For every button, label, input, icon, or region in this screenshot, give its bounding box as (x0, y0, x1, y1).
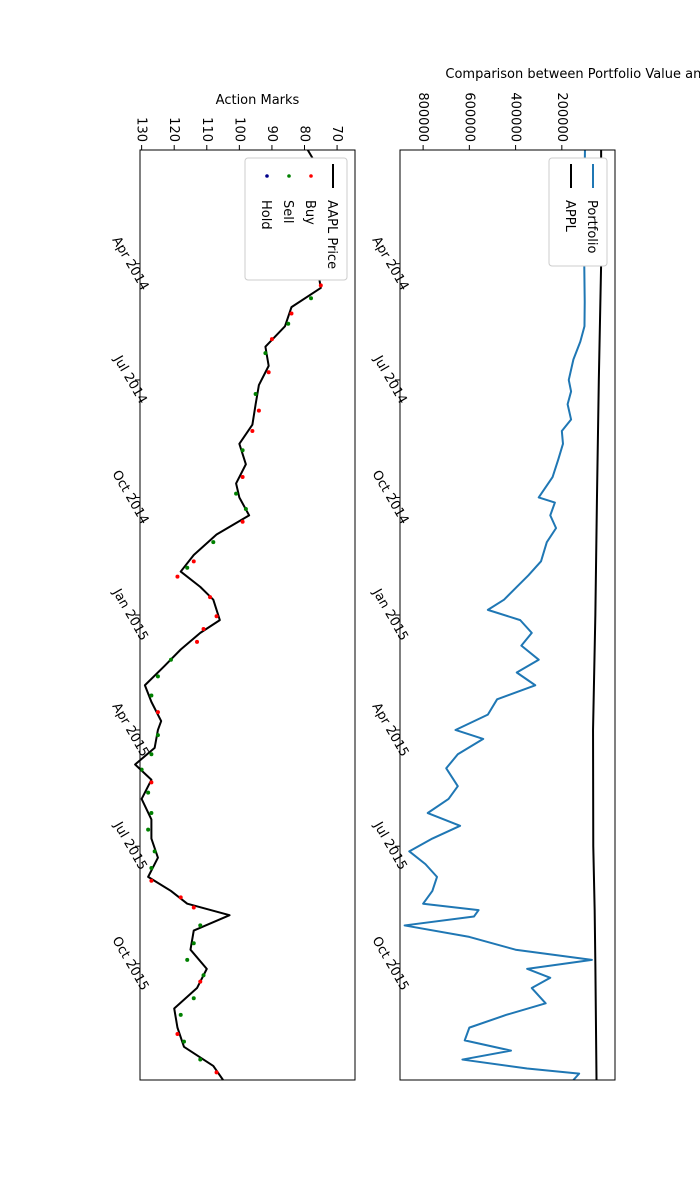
buy-marker (149, 780, 154, 785)
x-tick-label: Jul 2014 (110, 352, 150, 406)
y-tick-label: 400000 (508, 92, 523, 142)
buy-marker (266, 370, 271, 375)
y-tick-label: 800000 (415, 92, 430, 142)
buy-marker (175, 574, 180, 579)
y-tick-label: 90 (264, 125, 279, 142)
axes-frame (139, 149, 356, 1081)
buy-marker (214, 614, 219, 619)
legend-label-appl: APPL (562, 200, 577, 233)
buy-marker (214, 1070, 219, 1075)
sell-marker (198, 1057, 203, 1062)
buy-markers (149, 210, 323, 1075)
sell-marker (211, 540, 216, 545)
x-tick-label: Oct 2014 (369, 468, 412, 527)
appl-line (592, 150, 603, 1081)
sell-marker (152, 849, 157, 854)
buy-marker (269, 337, 274, 342)
x-tick-label: Apr 2014 (109, 234, 152, 293)
legend-label-buy: Buy (302, 200, 317, 225)
sell-marker (243, 506, 248, 511)
sell-marker (149, 865, 154, 870)
sell-marker (149, 752, 154, 757)
y-tick-label: 80 (297, 125, 312, 142)
sell-marker (201, 973, 206, 978)
x-tick-label: Oct 2015 (109, 934, 152, 993)
sell-marker (149, 693, 154, 698)
sell-marker (139, 767, 144, 772)
sell-marker (234, 491, 239, 496)
sell-marker (178, 1012, 183, 1017)
sell-marker (191, 996, 196, 1001)
buy-marker (175, 1032, 180, 1037)
buy-marker (256, 408, 261, 413)
buy-marker (240, 519, 245, 524)
x-tick-label: Jul 2015 (370, 819, 410, 873)
x-tick-label: Jul 2015 (110, 819, 150, 873)
sell-marker (309, 296, 314, 301)
x-tick-label: Jan 2015 (109, 586, 151, 644)
buy-marker (240, 475, 245, 480)
legend-label-hold: Hold (258, 200, 273, 230)
axes-frame (399, 149, 616, 1081)
sell-marker (253, 392, 258, 396)
buy-marker (250, 429, 255, 434)
legend-swatch-sell (287, 174, 291, 178)
sell-marker (185, 565, 190, 570)
y-tick-label: 110 (199, 117, 214, 142)
legend-swatch-buy (309, 174, 313, 178)
buy-marker (191, 559, 196, 564)
sell-marker (286, 321, 291, 326)
chart-title: Action Marks (216, 93, 300, 108)
x-tick-label: Apr 2015 (109, 700, 152, 759)
sell-marker (146, 827, 151, 832)
y-tick-label: 130 (134, 117, 149, 142)
y-tick-label: 600000 (461, 92, 476, 142)
sell-marker (149, 811, 154, 816)
buy-marker (201, 627, 206, 632)
y-tick-label: 120 (166, 117, 181, 142)
y-tick-label: 70 (329, 125, 344, 142)
portfolio-vs-stock-chart: 200000 400000 600000 800000 Apr 2014 Jul 2014… (369, 67, 700, 1081)
sell-marker (240, 448, 245, 453)
portfolio-line (403, 149, 593, 1081)
sell-marker (146, 790, 151, 795)
sell-marker (155, 733, 160, 738)
sell-marker (263, 351, 268, 356)
legend: Portfolio APPL (548, 157, 608, 267)
sell-marker (155, 674, 160, 679)
legend-label-sell: Sell (280, 200, 295, 223)
buy-marker (191, 905, 196, 910)
buy-marker (178, 895, 183, 900)
legend-label-aapl-price: AAPL Price (324, 200, 339, 269)
x-tick-label: Jul 2014 (370, 352, 410, 406)
aapl-price-line (134, 149, 335, 1081)
chart-title: Comparison between Portfolio Value and S… (445, 67, 700, 82)
sell-marker (168, 657, 173, 662)
y-tick-label: 200000 (554, 92, 569, 142)
buy-marker (195, 639, 200, 644)
y-tick-label: 100 (231, 117, 246, 142)
x-tick-label: Oct 2014 (109, 468, 152, 527)
buy-marker (208, 595, 213, 600)
legend-box (244, 157, 348, 281)
x-tick-label: Oct 2015 (369, 934, 412, 993)
sell-marker (198, 923, 203, 928)
buy-marker (318, 283, 323, 288)
legend-swatch-hold (265, 174, 269, 178)
buy-marker (155, 710, 160, 715)
legend-label-portfolio: Portfolio (584, 200, 599, 254)
sell-marker (191, 941, 196, 946)
action-marks-chart: 70 80 90 100 110 120 130 Apr 2014 Jul 2014 Oct 20… (109, 93, 356, 1081)
x-tick-label: Jan 2015 (369, 586, 411, 644)
buy-marker (149, 878, 154, 883)
buy-marker (289, 311, 294, 316)
x-tick-label: Apr 2015 (369, 700, 412, 759)
buy-marker (198, 979, 203, 984)
sell-marker (185, 957, 190, 962)
legend: AAPL Price Buy Sell Hold (244, 157, 348, 281)
sell-marker (181, 1039, 186, 1044)
sell-markers (139, 160, 330, 1062)
x-tick-label: Apr 2014 (369, 234, 412, 293)
